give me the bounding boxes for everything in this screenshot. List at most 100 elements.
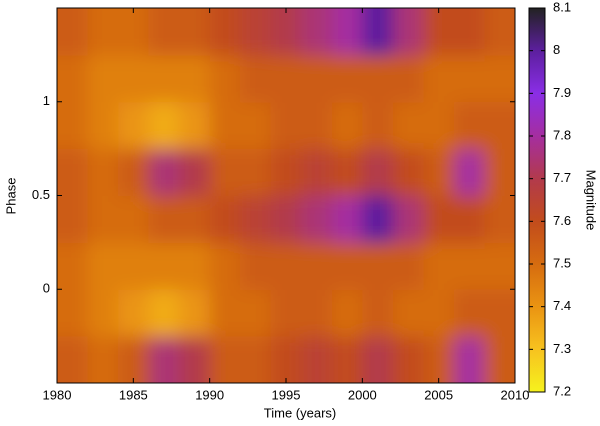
- heat-cell: [87, 242, 119, 290]
- heat-cell: [392, 148, 424, 196]
- colorbar-tick-label: 7.9: [553, 85, 571, 100]
- heat-cell: [362, 195, 394, 243]
- heat-cell: [331, 336, 363, 383]
- heat-cell: [179, 8, 211, 56]
- heat-cell: [484, 148, 515, 196]
- heat-cell: [331, 101, 363, 150]
- heat-cell: [240, 242, 272, 290]
- colorbar-tick-label: 7.3: [553, 341, 571, 356]
- heat-cell: [453, 336, 485, 383]
- y-tick-label: 0.5: [32, 187, 50, 202]
- heat-cell: [270, 242, 302, 290]
- heat-cell: [423, 195, 455, 243]
- heat-cell: [240, 101, 272, 150]
- heat-cell: [301, 148, 333, 196]
- heat-cell: [148, 242, 180, 290]
- heat-cell: [87, 195, 119, 243]
- heat-cell: [209, 195, 241, 243]
- heat-cell: [57, 336, 89, 383]
- heat-cell: [118, 101, 150, 150]
- heat-cell: [392, 242, 424, 290]
- heat-cell: [423, 289, 455, 337]
- heat-cell: [209, 336, 241, 383]
- x-tick-label: 1995: [272, 387, 301, 402]
- heat-cell: [270, 289, 302, 337]
- heat-cell: [392, 289, 424, 337]
- colorbar-label: Magnitude: [584, 170, 599, 231]
- heat-cell: [453, 8, 485, 56]
- heat-cell: [57, 289, 89, 337]
- heat-cell: [87, 101, 119, 150]
- heat-cell: [331, 195, 363, 243]
- heat-cell: [331, 148, 363, 196]
- heat-cell: [118, 148, 150, 196]
- y-tick-label: 1: [43, 93, 50, 108]
- heat-cell: [362, 289, 394, 337]
- heat-cell: [453, 242, 485, 290]
- heat-cell: [331, 8, 363, 56]
- colorbar: [528, 7, 546, 393]
- heat-cell: [362, 101, 394, 150]
- heat-cell: [57, 101, 89, 150]
- heat-cell: [453, 148, 485, 196]
- heat-cell: [423, 336, 455, 383]
- heat-cell: [209, 289, 241, 337]
- heatmap: [57, 8, 515, 383]
- heat-cell: [362, 148, 394, 196]
- heat-cell: [392, 54, 424, 103]
- heat-cell: [484, 8, 515, 56]
- heat-cell: [453, 289, 485, 337]
- heat-cell: [423, 8, 455, 56]
- heat-cell: [453, 101, 485, 150]
- heat-cell: [57, 148, 89, 196]
- heat-cell: [240, 195, 272, 243]
- heat-cell: [209, 148, 241, 196]
- heat-cell: [362, 336, 394, 383]
- heat-cell: [118, 289, 150, 337]
- heat-cell: [87, 54, 119, 103]
- heat-cell: [209, 8, 241, 56]
- heat-cell: [240, 336, 272, 383]
- heat-cell: [484, 54, 515, 103]
- heat-cell: [301, 289, 333, 337]
- heat-cell: [362, 242, 394, 290]
- heat-cell: [484, 195, 515, 243]
- heat-cell: [453, 54, 485, 103]
- heat-cell: [301, 8, 333, 56]
- heat-cell: [362, 8, 394, 56]
- heat-cell: [270, 148, 302, 196]
- heat-cell: [270, 336, 302, 383]
- heat-cell: [484, 242, 515, 290]
- heat-cell: [118, 8, 150, 56]
- heat-cell: [362, 54, 394, 103]
- heat-cell: [57, 8, 89, 56]
- colorbar-tick-label: 7.7: [553, 170, 571, 185]
- heat-cell: [179, 242, 211, 290]
- heat-cell: [87, 289, 119, 337]
- x-tick-label: 1985: [119, 387, 148, 402]
- heat-cell: [301, 336, 333, 383]
- x-tick-label: 1990: [195, 387, 224, 402]
- heat-cell: [484, 336, 515, 383]
- heat-cell: [301, 195, 333, 243]
- heat-cell: [87, 148, 119, 196]
- x-tick-label: 1980: [43, 387, 72, 402]
- heat-cell: [331, 54, 363, 103]
- y-tick-label: 0: [43, 281, 50, 296]
- colorbar-tick-label: 7.5: [553, 255, 571, 270]
- heat-cell: [179, 336, 211, 383]
- heat-cell: [270, 101, 302, 150]
- heat-cell: [179, 54, 211, 103]
- heat-cell: [301, 54, 333, 103]
- x-tick-label: 2010: [501, 387, 530, 402]
- heat-cell: [148, 195, 180, 243]
- heat-cell: [118, 242, 150, 290]
- heat-cell: [423, 54, 455, 103]
- heat-cell: [392, 101, 424, 150]
- heat-cell: [148, 336, 180, 383]
- heat-cell: [484, 289, 515, 337]
- heat-cell: [270, 8, 302, 56]
- heat-cell: [423, 242, 455, 290]
- heat-cell: [57, 54, 89, 103]
